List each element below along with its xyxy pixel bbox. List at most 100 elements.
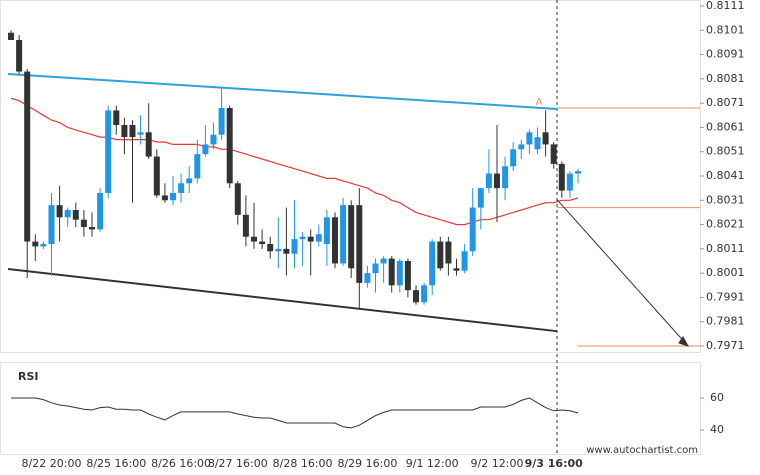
x-tick-label: 9/1 12:00 [406, 457, 459, 470]
candle-body [550, 144, 557, 164]
y-tick-label: 0.8031 [706, 193, 745, 206]
footer: www.autochartist.com [586, 445, 698, 456]
candle-body [153, 156, 160, 196]
y-tick-label: 0.8091 [706, 48, 745, 61]
candle-body [194, 154, 201, 179]
candle-body [494, 173, 500, 189]
candle-body [210, 134, 217, 145]
y-tick-label: 0.7981 [706, 315, 745, 328]
x-tick-label: 9/3 16:00 [525, 457, 584, 470]
y-tick-label: 0.8101 [706, 23, 745, 36]
candle-body [429, 241, 436, 286]
rsi-line [11, 397, 579, 429]
candle-body [218, 108, 225, 135]
candle-body [97, 193, 104, 230]
candle-body [575, 171, 581, 174]
candle-body [388, 258, 395, 286]
candle-body [558, 163, 565, 191]
y-tick-label: 0.8051 [706, 145, 745, 158]
candle-body [356, 205, 363, 283]
candle-body [437, 241, 444, 269]
x-tick-label: 8/25 16:00 [86, 457, 146, 470]
candle-body [445, 241, 452, 264]
x-tick-label: 9/2 12:00 [471, 457, 524, 470]
candle-body [105, 110, 112, 193]
x-tick-label: 8/27 16:00 [208, 457, 268, 470]
candle-body [64, 210, 71, 218]
pattern-annotation: A [536, 97, 543, 108]
candle-body [323, 217, 330, 244]
candle-body [121, 125, 128, 138]
candle-body [566, 173, 573, 191]
forecast-arrowhead [678, 336, 690, 347]
y-tick-label: 0.8021 [706, 218, 745, 231]
candle-body [534, 137, 541, 150]
candle-body [137, 132, 144, 135]
candle-body [372, 263, 379, 274]
candle-body [24, 71, 31, 242]
x-tick-label: 8/28 16:00 [273, 457, 333, 470]
candle-body [113, 110, 120, 125]
candle-body [80, 219, 87, 227]
candle-body [129, 125, 136, 138]
candle-body [32, 241, 39, 247]
candle-body [380, 258, 387, 264]
y-tick-label: 0.7991 [706, 290, 745, 303]
y-tick-label: 0.8111 [706, 0, 745, 12]
candle-body [421, 285, 428, 303]
candle-body [251, 236, 257, 242]
candle-body [364, 273, 371, 283]
candle-body [332, 217, 338, 264]
x-tick-label: 8/26 16:00 [151, 457, 211, 470]
candle-body [340, 205, 347, 264]
candle-body [161, 195, 168, 201]
candle-body [542, 132, 549, 145]
candle-body [202, 144, 209, 155]
candle-body [315, 234, 322, 242]
candle-body [259, 241, 266, 244]
candle-body [170, 193, 176, 201]
candle-body [461, 251, 468, 271]
forecast-arrow [556, 199, 689, 347]
candle-body [404, 261, 411, 291]
candle-body [396, 261, 403, 286]
candle-body [145, 132, 152, 157]
x-tick-label: 8/29 16:00 [337, 457, 397, 470]
y-tick-label: 0.8011 [706, 242, 745, 255]
rsi-title: RSI [18, 370, 39, 383]
candle-body [413, 290, 419, 303]
candle-body [502, 166, 509, 189]
candle-body [299, 236, 306, 240]
upper-channel-line [7, 73, 558, 110]
candle-body [72, 210, 79, 220]
candle-body [89, 227, 95, 230]
x-tick-label: 8/22 20:00 [22, 457, 82, 470]
candle-body [485, 173, 492, 189]
candle-body [16, 40, 23, 72]
candle-body [234, 183, 241, 215]
y-tick-label: 0.8061 [706, 120, 745, 133]
rsi-tick-label: 60 [710, 391, 724, 404]
candle-body [518, 144, 525, 150]
candle-body [469, 207, 476, 252]
candle-body [283, 248, 290, 254]
candle-body [526, 132, 533, 145]
candle-body [453, 268, 460, 271]
y-tick-label: 0.8071 [706, 96, 745, 109]
lower-channel-line [7, 268, 558, 333]
candle-body [477, 188, 484, 208]
y-tick-label: 0.7971 [706, 339, 745, 352]
y-tick-label: 0.8081 [706, 72, 745, 85]
rsi-panel-frame [0, 362, 701, 455]
candle-body [56, 205, 63, 218]
candle-body [178, 183, 185, 193]
candle-body [510, 149, 517, 167]
candle-body [186, 178, 193, 184]
candle-body [275, 248, 282, 252]
candle-body [48, 205, 55, 244]
rsi-tick-label: 40 [710, 423, 724, 436]
candle-body [226, 108, 233, 184]
y-tick-label: 0.8041 [706, 169, 745, 182]
candle-body [291, 239, 298, 254]
